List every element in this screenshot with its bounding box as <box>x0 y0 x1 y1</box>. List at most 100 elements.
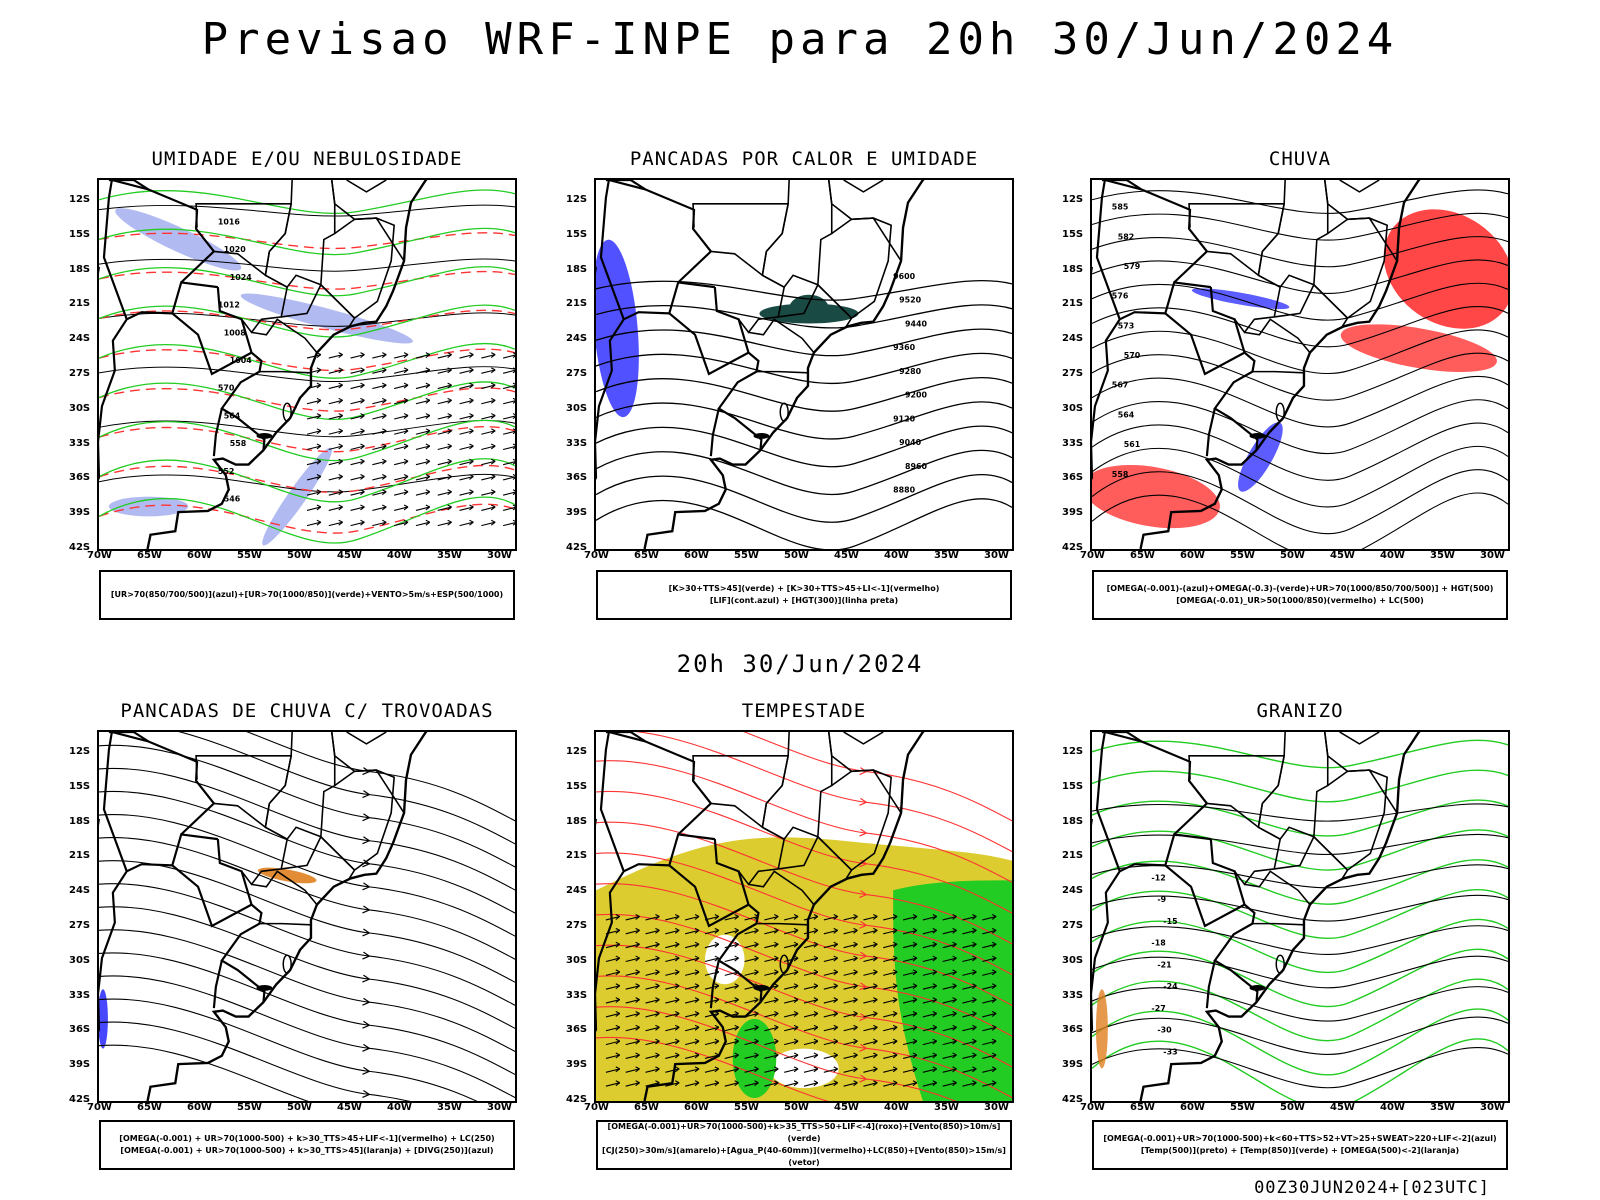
lat-tick-label: 21S <box>1062 298 1084 310</box>
map-trovoadas <box>97 730 517 1103</box>
lat-tick-label: 39S <box>566 507 588 519</box>
contour-label: 8960 <box>905 462 928 471</box>
lon-tick-label: 45W <box>1330 1102 1355 1113</box>
lat-tick-label: 33S <box>1062 989 1084 1001</box>
lat-tick-label: 36S <box>69 1024 91 1036</box>
contour-label: 576 <box>1112 292 1129 301</box>
lat-tick-label: 27S <box>1062 368 1084 379</box>
lon-tick-label: 60W <box>187 1102 212 1113</box>
lon-tick-label: 45W <box>834 550 859 561</box>
lat-tick-label: 30S <box>1062 402 1084 414</box>
legend-line: [OMEGA(-0.001)+UR>70(1000-500)+k<60+TTS>… <box>1103 1134 1497 1143</box>
legend-trovoadas: [OMEGA(-0.001) + UR>70(1000-500) + k>30_… <box>99 1120 515 1170</box>
lon-tick-label: 70W <box>87 1102 112 1113</box>
contour-label: 1012 <box>218 301 240 310</box>
contour-label: 9360 <box>893 343 916 352</box>
lon-tick-label: 55W <box>1230 550 1255 561</box>
lat-tick-label: 12S <box>566 746 588 757</box>
contour-label: 9440 <box>905 319 928 328</box>
contour-label: -12 <box>1151 873 1165 882</box>
contour-label: -24 <box>1163 982 1178 991</box>
lat-tick-label: 42S <box>1062 542 1084 553</box>
contour-label: 9120 <box>893 414 916 423</box>
lon-tick-label: 30W <box>1480 550 1505 561</box>
run-timestamp: 00Z30JUN2024+[023UTC] <box>1254 1178 1490 1198</box>
lon-tick-label: 60W <box>684 1102 709 1113</box>
lon-tick-label: 60W <box>684 550 709 561</box>
lon-tick-label: 65W <box>137 550 162 561</box>
lat-tick-label: 42S <box>566 1094 588 1105</box>
legend-line: [CJ(250)>30m/s](amarelo)+[Agua_P(40-60mm… <box>602 1146 1006 1167</box>
legend-chuva: [OMEGA(-0.001)-(azul)+OMEGA(-0.3)-(verde… <box>1092 570 1508 620</box>
contour-label: -33 <box>1163 1048 1177 1057</box>
contour-label: 561 <box>1124 440 1141 449</box>
contour-label: 579 <box>1124 262 1141 271</box>
lat-tick-label: 33S <box>69 437 91 449</box>
lon-tick-label: 65W <box>1130 550 1155 561</box>
lon-tick-label: 55W <box>734 1102 759 1113</box>
lat-tick-label: 15S <box>566 780 588 792</box>
contour-label: 1004 <box>230 356 253 365</box>
lat-tick-label: 27S <box>69 920 91 931</box>
map-tempestade <box>594 730 1014 1103</box>
contour-label: 552 <box>218 467 235 476</box>
map-pancadas: 9600 9520 9440 9360 9280 9200 9120 9040 8960 8880 <box>594 178 1014 551</box>
lat-tick-label: 30S <box>69 402 91 414</box>
lat-tick-label: 18S <box>1062 263 1084 275</box>
legend-line: [OMEGA(-0.001) + UR>70(1000-500) + k>30_… <box>119 1134 495 1143</box>
contour-label: 558 <box>230 439 247 448</box>
legend-line: [OMEGA(-0.001)-(azul)+OMEGA(-0.3)-(verde… <box>1106 584 1494 593</box>
lat-tick-label: 30S <box>566 954 588 966</box>
lon-tick-label: 40W <box>1380 550 1405 561</box>
lat-tick-label: 39S <box>69 1059 91 1071</box>
contour-label: 9600 <box>893 272 916 281</box>
lon-tick-label: 50W <box>1280 550 1305 561</box>
lat-tick-label: 21S <box>69 850 91 862</box>
lon-tick-label: 30W <box>1480 1102 1505 1113</box>
forecast-time-label: 20h 30/Jun/2024 <box>676 650 924 678</box>
lon-tick-label: 60W <box>1180 1102 1205 1113</box>
lat-tick-label: 30S <box>1062 954 1084 966</box>
legend-granizo: [OMEGA(-0.001)+UR>70(1000-500)+k<60+TTS>… <box>1092 1120 1508 1170</box>
lat-tick-label: 39S <box>1062 1059 1084 1071</box>
lat-tick-label: 18S <box>566 815 588 827</box>
lat-tick-label: 12S <box>1062 194 1084 205</box>
lat-tick-label: 24S <box>566 333 588 345</box>
contour-label: 9280 <box>899 367 922 376</box>
lon-tick-label: 45W <box>1330 550 1355 561</box>
panel-title-granizo: GRANIZO <box>1256 700 1344 722</box>
lat-tick-label: 42S <box>69 1094 91 1105</box>
lon-tick-label: 35W <box>437 550 462 561</box>
lat-tick-label: 36S <box>69 472 91 484</box>
lon-tick-label: 35W <box>1430 550 1455 561</box>
lat-tick-label: 18S <box>69 263 91 275</box>
lat-tick-label: 21S <box>566 850 588 862</box>
legend-umidade: [UR>70(850/700/500)](azul)+[UR>70(1000/8… <box>99 570 515 620</box>
contour-label: 585 <box>1112 203 1129 212</box>
map-umidade: 1016 1020 1024 1012 1008 1004 570 564 558 552 546 <box>97 178 517 551</box>
lat-tick-label: 36S <box>566 1024 588 1036</box>
lat-tick-label: 15S <box>1062 228 1084 240</box>
lon-tick-label: 55W <box>734 550 759 561</box>
contour-label: -30 <box>1157 1026 1172 1035</box>
lat-tick-label: 33S <box>566 437 588 449</box>
lon-tick-label: 40W <box>1380 1102 1405 1113</box>
lon-tick-label: 55W <box>237 550 262 561</box>
lon-tick-label: 45W <box>337 550 362 561</box>
lat-tick-label: 27S <box>1062 920 1084 931</box>
lon-tick-label: 40W <box>387 550 412 561</box>
lon-tick-label: 30W <box>487 1102 512 1113</box>
lat-tick-label: 15S <box>1062 780 1084 792</box>
lat-tick-label: 33S <box>1062 437 1084 449</box>
lon-tick-label: 35W <box>934 1102 959 1113</box>
contour-label: 1020 <box>224 245 247 254</box>
panel-title-trovoadas: PANCADAS DE CHUVA C/ TROVOADAS <box>120 700 494 722</box>
lat-tick-label: 15S <box>566 228 588 240</box>
lat-tick-label: 42S <box>1062 1094 1084 1105</box>
lon-tick-label: 50W <box>1280 1102 1305 1113</box>
legend-line: [OMEGA(-0.01)_UR>50(1000/850)(vermelho) … <box>1176 596 1424 605</box>
contour-label: 8880 <box>893 486 916 495</box>
lon-tick-label: 45W <box>834 1102 859 1113</box>
contour-label: 9200 <box>905 391 928 400</box>
lon-tick-label: 60W <box>187 550 212 561</box>
